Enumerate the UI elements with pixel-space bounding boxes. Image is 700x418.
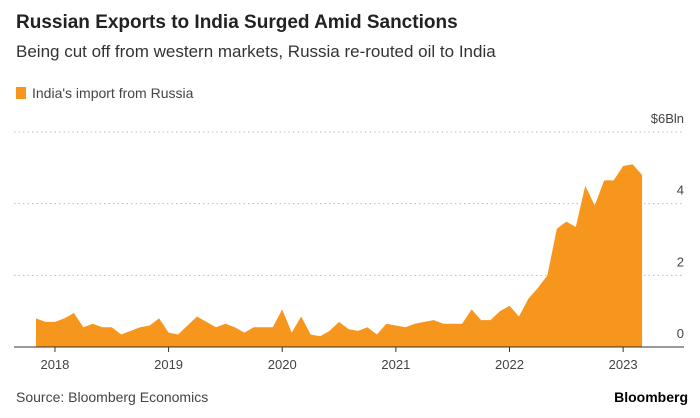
x-tick-label: 2021 — [381, 357, 410, 372]
legend-swatch — [16, 87, 26, 99]
x-tick-label: 2022 — [495, 357, 524, 372]
chart-subtitle: Being cut off from western markets, Russ… — [16, 42, 496, 61]
x-tick-label: 2019 — [154, 357, 183, 372]
y-tick-label: 2 — [677, 254, 684, 269]
x-tick-label: 2020 — [268, 357, 297, 372]
y-tick-label: 0 — [677, 326, 684, 341]
x-tick-label: 2023 — [609, 357, 638, 372]
brand: Bloomberg — [614, 389, 688, 405]
y-tick-label: 4 — [677, 183, 684, 198]
source: Source: Bloomberg Economics — [16, 389, 208, 405]
area — [36, 164, 643, 347]
legend-label: India's import from Russia — [32, 85, 194, 101]
x-tick-label: 2018 — [40, 357, 69, 372]
y-tick-label: $6Bln — [651, 111, 684, 126]
chart-title: Russian Exports to India Surged Amid San… — [16, 12, 458, 33]
